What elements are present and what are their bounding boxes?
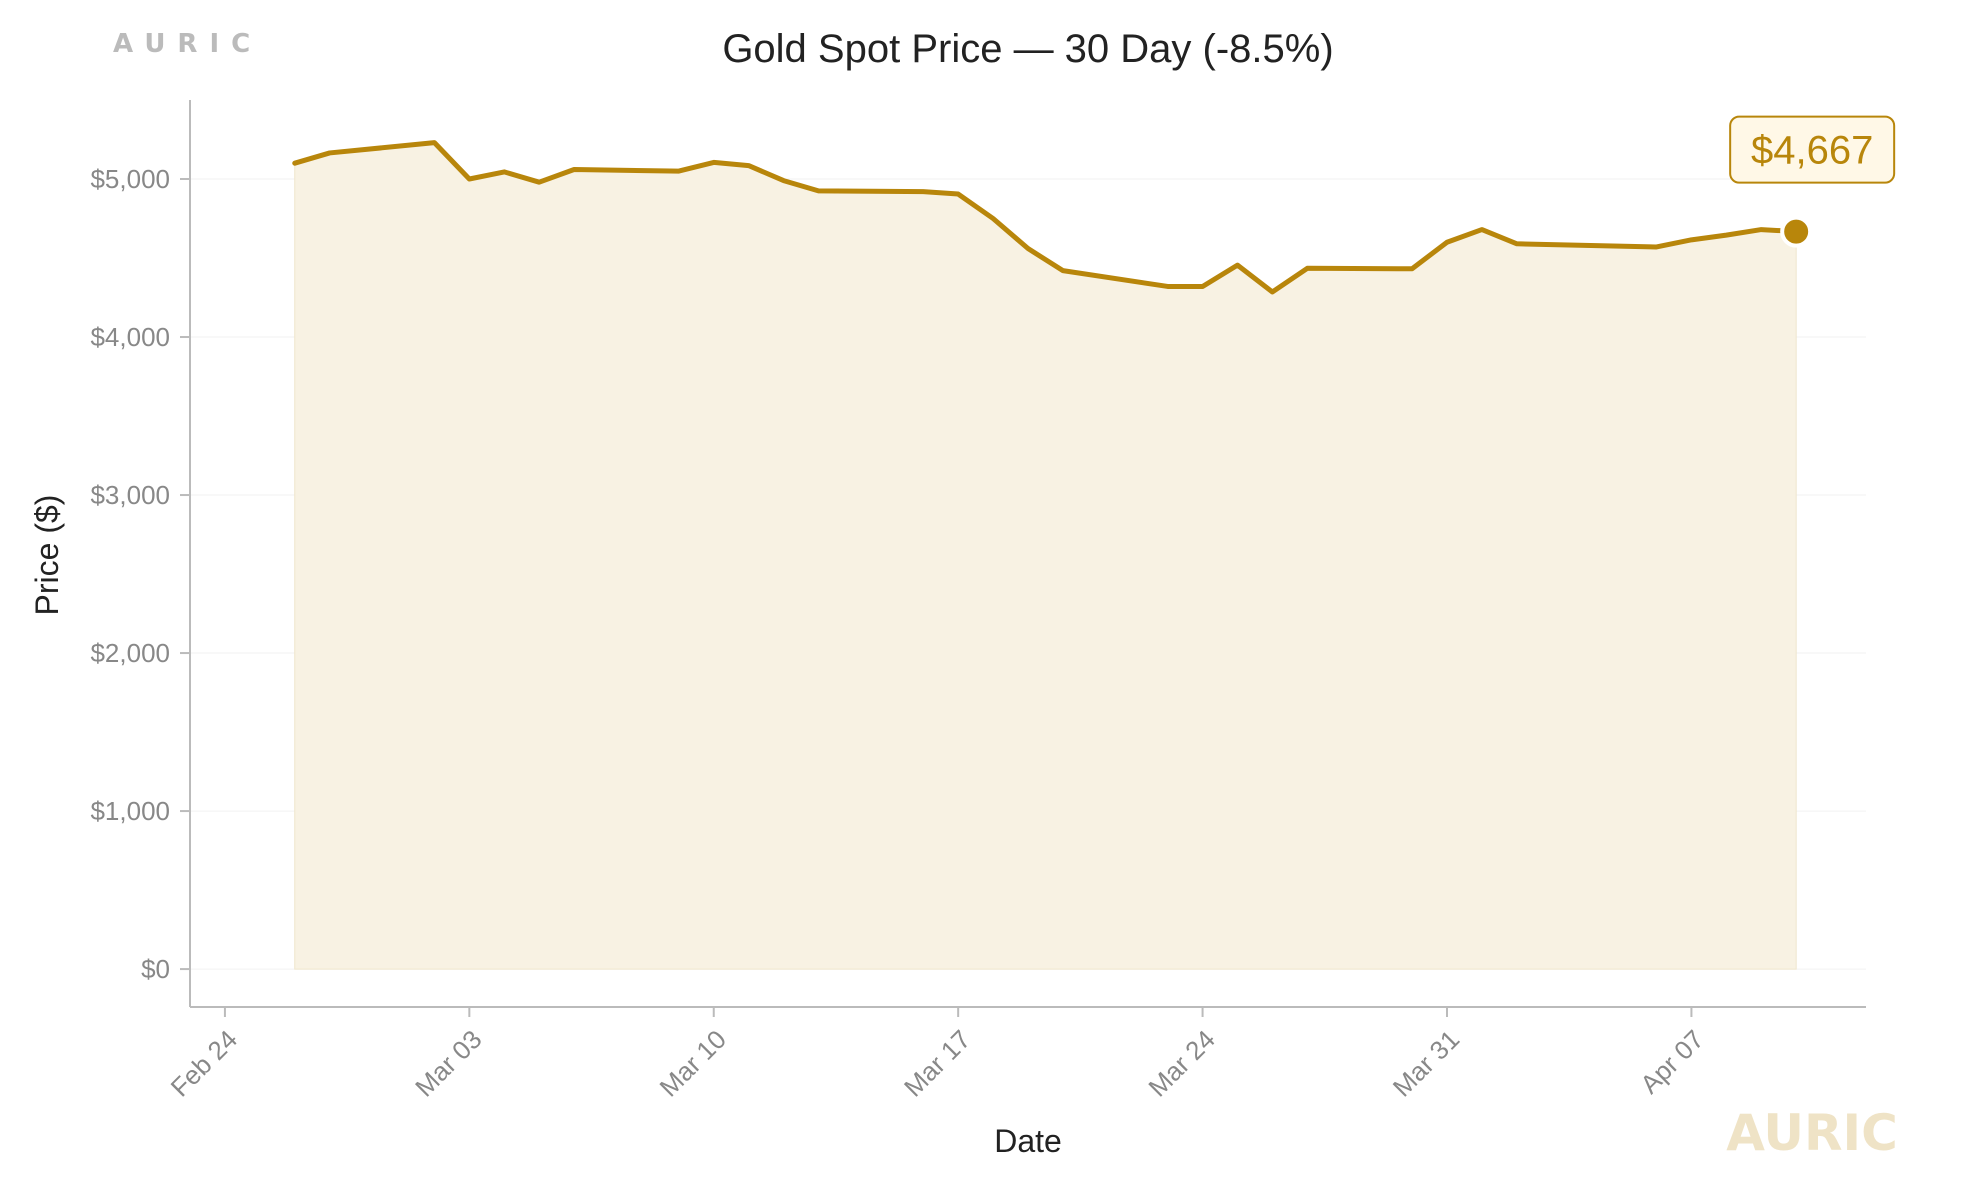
chart-title: Gold Spot Price — 30 Day (-8.5%) [722, 27, 1333, 71]
data-point [676, 168, 682, 174]
data-point [1444, 239, 1450, 245]
y-tick-label: $1,000 [90, 796, 170, 826]
data-point [1688, 237, 1694, 243]
y-tick-label: $5,000 [90, 164, 170, 194]
data-point [1758, 227, 1764, 233]
last-price-callout: $4,667 [1729, 115, 1896, 248]
y-tick-label: $3,000 [90, 480, 170, 510]
y-tick-label: $0 [141, 954, 170, 984]
brand-watermark: AURIC [1726, 1104, 1898, 1162]
data-point [431, 140, 437, 146]
data-point [816, 188, 822, 194]
data-point [1479, 227, 1485, 233]
data-point [1304, 265, 1310, 271]
data-point [781, 178, 787, 184]
data-point [327, 150, 333, 156]
data-point [746, 163, 752, 169]
data-point [1165, 283, 1171, 289]
price-line [292, 140, 1799, 295]
data-point [1409, 266, 1415, 272]
data-point [1514, 241, 1520, 247]
data-point [1723, 232, 1729, 238]
data-point [955, 191, 961, 197]
price-line-layer [292, 140, 1799, 295]
y-axis-label: Price ($) [29, 495, 65, 616]
last-price-marker [1780, 215, 1813, 248]
data-point [466, 176, 472, 182]
data-point [536, 179, 542, 185]
data-point [990, 216, 996, 222]
data-point [571, 167, 577, 173]
data-point [1235, 262, 1241, 268]
y-tick-label: $4,000 [90, 322, 170, 352]
y-tick-label: $2,000 [90, 638, 170, 668]
data-point [1060, 268, 1066, 274]
callout-box [1729, 115, 1896, 184]
data-point [1269, 289, 1275, 295]
area-fill [294, 142, 1797, 970]
data-point [1200, 283, 1206, 289]
brand-logo-top: AURIC [113, 29, 262, 59]
data-point [920, 189, 926, 195]
callout-label: $4,667 [1751, 129, 1873, 173]
y-axis-ticks: $0 $1,000 $2,000 $3,000 $4,000 $5,000 [90, 164, 190, 984]
data-point [1025, 246, 1031, 252]
x-axis-label: Date [994, 1123, 1062, 1159]
data-point [711, 159, 717, 165]
data-point [501, 169, 507, 175]
area-fill-layer [294, 142, 1797, 970]
data-point [1654, 244, 1660, 250]
data-point [292, 160, 298, 166]
